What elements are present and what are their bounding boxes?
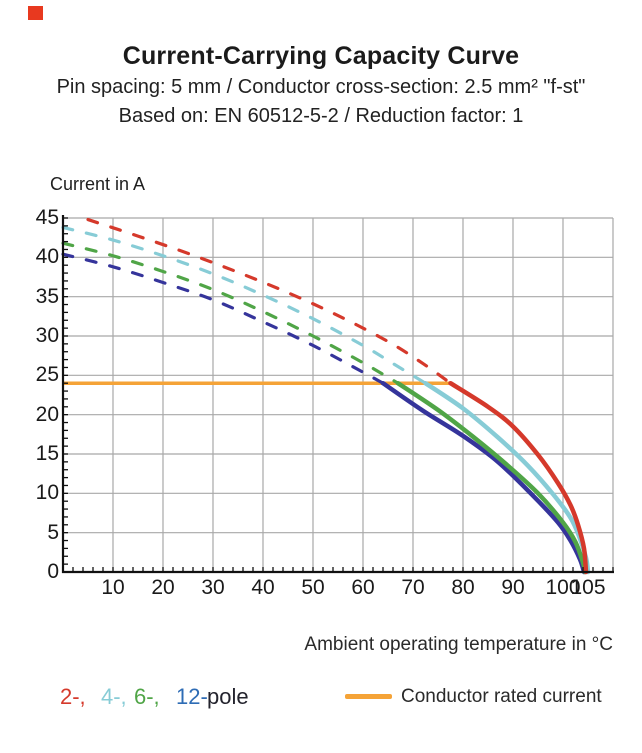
x-axis-title: Ambient operating temperature in °C <box>304 634 613 655</box>
legend-pole-suffix: pole <box>207 684 249 709</box>
red-marker-square <box>28 6 43 20</box>
chart-subtitle-line2: Based on: EN 60512-5-2 / Reduction facto… <box>118 105 524 127</box>
rated-current-label: Conductor rated current <box>401 686 602 707</box>
legend-12-pole: 12- <box>176 684 208 709</box>
chart-subtitle-line1: Pin spacing: 5 mm / Conductor cross-sect… <box>56 76 586 98</box>
legend-4-pole: 4-, <box>101 684 127 709</box>
y-axis-title: Current in A <box>50 174 146 194</box>
rated-current-line-swatch <box>345 694 392 699</box>
chart-title: Current-Carrying Capacity Curve <box>122 42 520 70</box>
legend-6-pole: 6-, <box>134 684 160 709</box>
legend-2-pole: 2-, <box>60 684 86 709</box>
